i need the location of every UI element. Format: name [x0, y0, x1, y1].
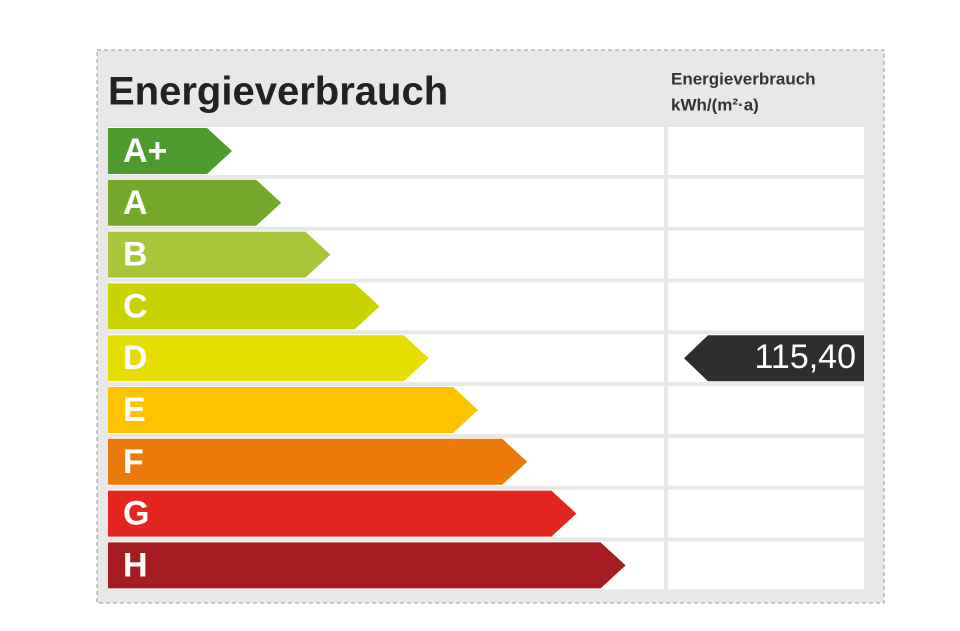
value-cell	[668, 489, 864, 538]
value-cell	[668, 386, 864, 434]
class-arrow	[108, 387, 478, 433]
class-label: H	[123, 546, 148, 584]
class-arrow	[108, 231, 331, 278]
class-label: C	[123, 287, 148, 325]
value-cell	[668, 541, 864, 590]
value-cell	[668, 178, 864, 227]
title: Energieverbrauch	[108, 70, 448, 114]
class-arrow	[108, 179, 282, 226]
class-label: F	[123, 443, 144, 481]
value-cell	[668, 282, 864, 331]
class-arrow	[108, 283, 380, 330]
class-label: A+	[123, 132, 167, 170]
class-label: B	[123, 236, 148, 274]
class-label: D	[123, 339, 148, 377]
class-arrow	[108, 128, 232, 174]
value-cell	[668, 127, 864, 175]
column-header: Energieverbrauch	[671, 69, 816, 88]
class-label: A	[123, 184, 148, 222]
value-cell	[668, 437, 864, 486]
class-arrow	[108, 490, 577, 537]
class-arrow	[108, 335, 429, 382]
column-header-unit: kWh/(m²·a)	[671, 95, 759, 114]
rating-value: 115,40	[755, 338, 856, 376]
rating-marker	[684, 335, 864, 382]
class-label: E	[123, 391, 146, 429]
class-label: G	[123, 495, 149, 533]
class-arrow	[108, 542, 626, 589]
class-arrow	[108, 438, 528, 485]
value-cell	[668, 230, 864, 279]
